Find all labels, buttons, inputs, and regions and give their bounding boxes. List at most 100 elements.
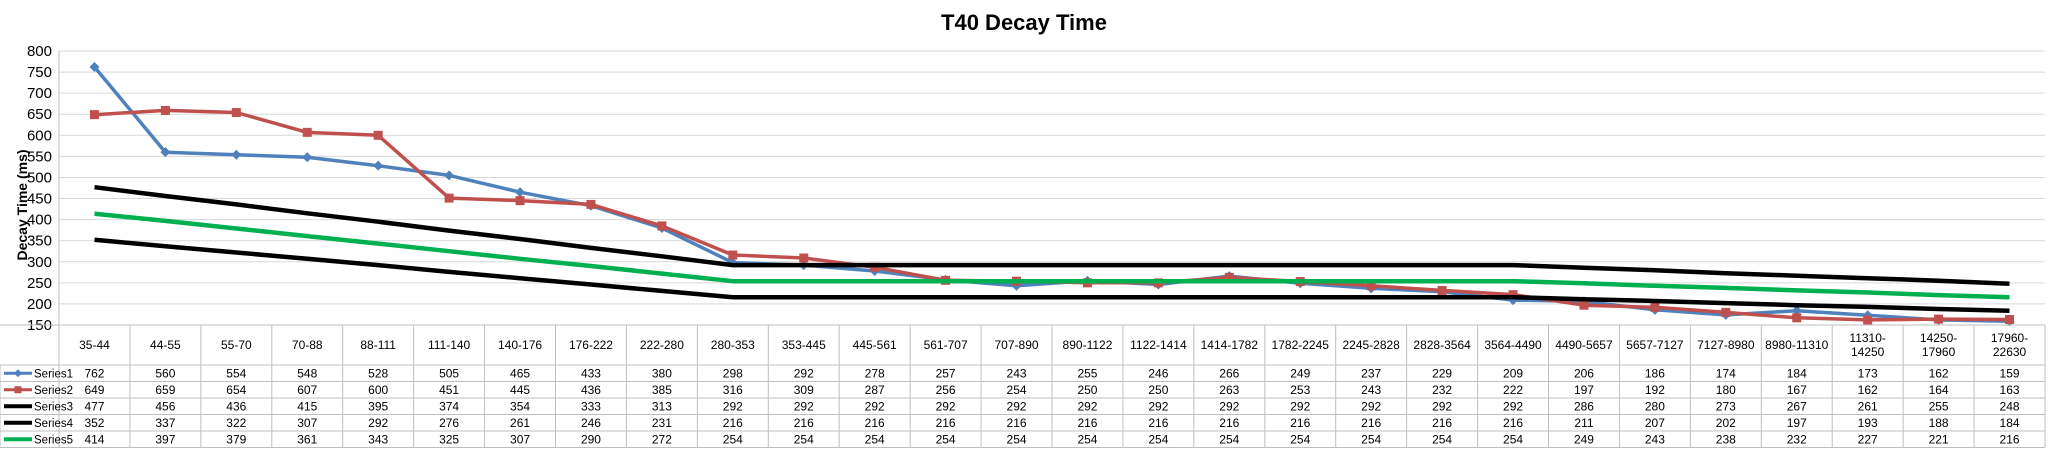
y-tick-label: 600	[27, 127, 52, 144]
data-value: 548	[297, 366, 317, 380]
category-label: 140-176	[498, 338, 542, 352]
legend-marker	[14, 386, 22, 394]
data-value: 164	[1929, 383, 1949, 397]
data-value: 243	[1361, 383, 1381, 397]
data-value: 257	[936, 366, 956, 380]
series-series4	[94, 237, 2010, 313]
y-tick-label: 550	[27, 148, 52, 165]
data-value: 254	[865, 432, 885, 446]
data-point	[1437, 285, 1447, 295]
data-value: 254	[1290, 432, 1310, 446]
category-label: 280-353	[711, 338, 755, 352]
data-value: 250	[1077, 383, 1097, 397]
data-value: 162	[1929, 366, 1949, 380]
data-value: 397	[155, 432, 175, 446]
data-value: 292	[1007, 399, 1027, 413]
series-name: Series4	[34, 418, 74, 430]
data-point	[160, 105, 170, 115]
category-label: 222-280	[640, 338, 684, 352]
data-value: 254	[1432, 432, 1452, 446]
data-value: 248	[2000, 399, 2020, 413]
category-label: 7127-8980	[1697, 338, 1755, 352]
gridlines	[58, 50, 2045, 326]
data-point	[373, 160, 384, 171]
data-value: 292	[1219, 399, 1239, 413]
category-label: 70-88	[292, 338, 323, 352]
data-value: 216	[723, 416, 743, 430]
data-value: 385	[652, 383, 672, 397]
data-value: 286	[1574, 399, 1594, 413]
data-value: 238	[1716, 432, 1736, 446]
data-value: 243	[1007, 366, 1027, 380]
data-value: 237	[1361, 366, 1381, 380]
data-value: 445	[510, 383, 530, 397]
data-point	[586, 199, 596, 209]
data-point	[89, 110, 99, 120]
data-point	[89, 62, 100, 73]
data-value: 505	[439, 366, 459, 380]
data-value: 255	[1077, 366, 1097, 380]
data-value: 207	[1645, 416, 1665, 430]
data-value: 307	[297, 416, 317, 430]
data-value: 313	[652, 399, 672, 413]
data-value: 337	[155, 416, 175, 430]
series-lines	[89, 62, 2015, 327]
data-point	[302, 127, 312, 137]
data-point	[302, 152, 313, 163]
y-tick-label: 800	[27, 43, 52, 60]
data-value: 216	[936, 416, 956, 430]
data-value: 659	[155, 383, 175, 397]
data-value: 395	[368, 399, 388, 413]
series-name: Series3	[34, 401, 73, 413]
data-value: 278	[865, 366, 885, 380]
data-value: 292	[1077, 399, 1097, 413]
data-value: 232	[1787, 432, 1807, 446]
category-label: 22630	[1993, 345, 2027, 359]
data-value: 436	[226, 399, 246, 413]
data-value: 188	[1929, 416, 1949, 430]
y-tick-label: 350	[27, 233, 52, 250]
category-label: 44-55	[150, 338, 181, 352]
data-value: 216	[865, 416, 885, 430]
data-table: 35-44 44-55 55-70 70-88 88-111 111-140 140-176…	[0, 324, 2046, 448]
category-label: 8980-11310	[1765, 338, 1828, 352]
data-value: 254	[1503, 432, 1523, 446]
data-value: 354	[510, 399, 530, 413]
data-value: 762	[84, 366, 104, 380]
data-point	[373, 130, 383, 140]
data-value: 221	[1929, 432, 1949, 446]
data-point	[231, 108, 241, 118]
data-value: 174	[1716, 366, 1736, 380]
data-value: 250	[1148, 383, 1168, 397]
data-value: 292	[1503, 399, 1523, 413]
data-value: 266	[1219, 366, 1239, 380]
data-value: 216	[1219, 416, 1239, 430]
series-name: Series1	[34, 368, 73, 380]
data-value: 263	[1219, 383, 1239, 397]
data-value: 216	[1007, 416, 1027, 430]
data-value: 254	[1148, 432, 1168, 446]
data-value: 343	[368, 432, 388, 446]
y-tick-label: 700	[27, 85, 52, 102]
series-series2	[89, 105, 2015, 325]
data-value: 307	[510, 432, 530, 446]
data-value: 436	[581, 383, 601, 397]
data-value: 600	[368, 383, 388, 397]
data-value: 292	[1148, 399, 1168, 413]
data-value: 309	[794, 383, 814, 397]
y-tick-label: 250	[27, 275, 52, 292]
data-value: 465	[510, 366, 530, 380]
data-value: 202	[1716, 416, 1736, 430]
data-value: 280	[1645, 399, 1665, 413]
data-point	[515, 187, 526, 198]
data-value: 246	[1148, 366, 1168, 380]
data-value: 243	[1645, 432, 1665, 446]
data-point	[444, 170, 455, 181]
data-value: 216	[1432, 416, 1452, 430]
data-value: 180	[1716, 383, 1736, 397]
data-value: 292	[865, 399, 885, 413]
data-value: 352	[84, 416, 104, 430]
data-value: 290	[581, 432, 601, 446]
category-label: 1414-1782	[1201, 338, 1259, 352]
category-label: 88-111	[360, 338, 396, 352]
